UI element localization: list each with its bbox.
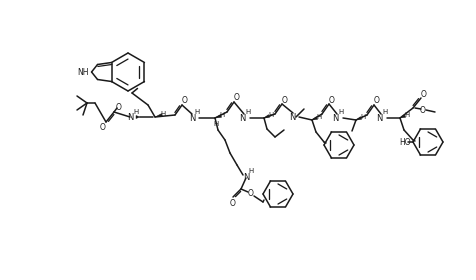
Text: N: N xyxy=(332,113,338,123)
Text: O: O xyxy=(420,106,426,115)
Text: N: N xyxy=(376,113,382,123)
Text: H: H xyxy=(317,114,322,120)
Text: O: O xyxy=(182,95,188,104)
Text: H: H xyxy=(133,109,139,115)
Text: H: H xyxy=(219,112,225,118)
Text: O: O xyxy=(116,102,122,111)
Text: O: O xyxy=(374,95,380,104)
Text: O: O xyxy=(234,92,240,102)
Text: H: H xyxy=(360,114,366,120)
Text: O: O xyxy=(248,190,254,199)
Text: O: O xyxy=(329,95,335,104)
Text: H: H xyxy=(213,121,218,127)
Text: N: N xyxy=(289,113,295,122)
Text: O: O xyxy=(230,199,236,207)
Text: N: N xyxy=(127,113,133,122)
Text: NH: NH xyxy=(77,67,88,76)
Text: H: H xyxy=(405,112,410,118)
Text: H: H xyxy=(382,109,387,115)
Text: H: H xyxy=(338,109,344,115)
Text: N: N xyxy=(239,113,245,123)
Text: O: O xyxy=(100,123,106,132)
Text: H: H xyxy=(245,109,251,115)
Polygon shape xyxy=(264,115,269,118)
Polygon shape xyxy=(400,115,406,118)
Text: N: N xyxy=(189,113,195,123)
Text: H: H xyxy=(248,168,254,174)
Text: H: H xyxy=(268,112,274,118)
Text: N: N xyxy=(243,172,249,181)
Polygon shape xyxy=(312,116,317,120)
Text: O: O xyxy=(282,95,288,104)
Text: H: H xyxy=(194,109,199,115)
Text: O: O xyxy=(421,90,427,99)
Polygon shape xyxy=(215,115,221,118)
Text: H: H xyxy=(160,111,166,117)
Text: HO: HO xyxy=(399,137,411,146)
Polygon shape xyxy=(155,114,162,117)
Polygon shape xyxy=(136,116,140,118)
Polygon shape xyxy=(356,116,362,120)
